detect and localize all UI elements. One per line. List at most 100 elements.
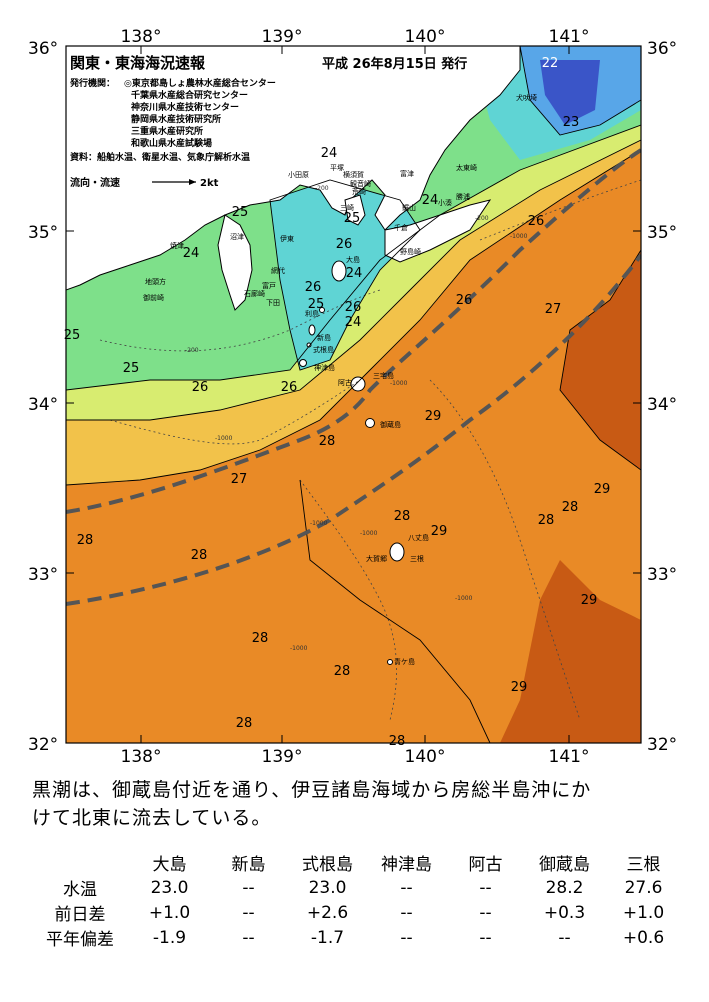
isotherm-label: 27 [545,302,562,317]
miura-peninsula [344,194,366,226]
column-header: 大島 [152,855,187,875]
publisher-0: ◎東京都島しょ農林水産総合センター [124,77,276,89]
depth-label: -1000 [510,233,528,240]
lat-label-left: 33° [28,565,58,585]
place-name: 沼津 [230,232,244,241]
isotherm-label: 24 [321,146,338,161]
isotherm-label: 29 [581,593,598,608]
isotherm-label: 24 [183,246,200,261]
lat-label-left: 32° [28,735,58,755]
depth-label: -1000 [310,520,328,527]
island-shikinejima [306,342,312,348]
place-name: 富津 [400,169,414,178]
isotherm-label: 25 [344,211,361,226]
isotherm-label: 28 [319,434,336,449]
caption-line: 黒潮は、御蔵島付近を通り、伊豆諸島海域から房総半島沖にか [32,779,592,801]
table-row: 平年偏差 -1.9 -- -1.7 -- -- -- +0.6 [30,925,683,951]
column-header: 新島 [231,855,266,875]
depth-label: -200 [475,215,489,222]
isotherm-label: 25 [123,361,140,376]
place-name: 御前崎 [143,293,164,302]
place-name: 三崎 [340,203,354,212]
place-name: 横須賀 [343,170,364,179]
isotherm-label: 28 [252,631,269,646]
place-name: 太東崎 [456,163,477,172]
column-header: 神津島 [381,855,432,875]
place-name: 小湊 [438,198,452,207]
map-header: 関東・東海海況速報 平成 26年8月15日 発行 発行機関： ◎東京都島しょ農林… [69,54,467,189]
isotherm-label: 24 [345,315,362,330]
column-header: 阿古 [468,855,503,875]
isotherm-label: 26 [456,293,473,308]
lon-label-bottom: 140° [405,747,446,767]
kuroshio-axis [66,148,641,514]
lon-label-bottom: 139° [262,747,303,767]
island-oshima [331,260,347,282]
isotherm-label: 26 [336,237,353,252]
publisher-1: 千葉県水産総合研究センター [131,89,248,101]
island-toshima [319,307,325,313]
publisher-4: 三重県水産研究所 [131,125,203,137]
publisher-3: 静岡県水産技術研究所 [131,113,221,125]
table-cell: +1.0 [622,902,665,923]
place-name: 犬吠埼 [516,93,537,102]
table-cell: +0.6 [622,927,665,948]
lat-label-right: 34° [647,395,677,415]
island-mikurajima [365,418,375,428]
isotherm-label: 28 [538,513,555,528]
isotherms [66,46,641,743]
column-header: 式根島 [302,855,353,875]
band-22 [540,60,600,125]
isotherm-label: 29 [594,482,611,497]
izu-peninsula [217,214,253,311]
issue-date: 平成 26年8月15日 発行 [322,56,467,72]
publisher-5: 和歌山県水産試験場 [130,137,212,149]
kuroshio-description: 黒潮は、御蔵島付近を通り、伊豆諸島海域から房総半島沖にか けて北東に流去している… [32,776,682,832]
isotherm-label: 29 [431,524,448,539]
table-cell: 23.0 [150,877,189,898]
lon-label-top: 141° [549,27,590,47]
depth-label: -1000 [215,435,233,442]
isotherm-label: 26 [192,380,209,395]
table-cell: -- [479,877,492,898]
temperature-table: 大島 新島 式根島 神津島 阿古 御蔵島 三根 水温 23.0 -- 23.0 … [30,850,683,950]
isotherm-label: 28 [389,734,406,749]
table-cell: +2.6 [306,902,349,923]
place-names: 小田原 平塚 横須賀 観音崎 荒崎 富津 三崎 鋸山 千倉 野島崎 小湊 勝浦 … [143,93,537,666]
publisher-label: 発行機関： [69,77,115,89]
place-name: 青ケ島 [394,657,415,666]
flow-legend-label: 流向・流速 [70,176,120,189]
place-name: 下田 [266,299,280,307]
place-name: 野島崎 [400,247,421,256]
lon-label-top: 140° [405,27,446,47]
isotherm-label: 28 [191,548,208,563]
table-cell: 23.0 [308,877,347,898]
depth-label: -1000 [390,380,408,387]
publisher-2: 神奈川県水産技術センター [131,101,239,113]
table-cell: -- [400,927,413,948]
place-name: 大賀郷 [366,554,387,563]
isotherm-label: 26 [281,380,298,395]
table-cell: -- [242,902,255,923]
place-name: 網代 [271,266,285,275]
isotherm-label: 25 [308,297,325,312]
column-header: 御蔵島 [539,855,590,875]
place-name: 式根島 [313,345,334,354]
place-name: 石廊崎 [244,289,265,298]
place-name: 鋸山 [402,203,416,212]
table-cell: +0.3 [543,902,586,923]
depth-labels: -200 -1000 -200 -1000 -1000 -1000 -1000 … [185,185,528,652]
island-kozushima [299,359,307,367]
isotherm-label: 28 [562,500,579,515]
table-cell: -- [400,877,413,898]
isotherm-label: 25 [232,205,249,220]
isotherm-label: 28 [334,664,351,679]
table-cell: -- [558,927,571,948]
isotherm-label: 28 [77,533,94,548]
lat-label-right: 32° [647,735,677,755]
row-label: 平年偏差 [46,930,114,950]
flow-legend-arrowhead [189,179,196,185]
flow-legend-unit: 2kt [200,178,219,189]
isotherm-label: 24 [422,193,439,208]
table-cell: -1.7 [310,927,345,948]
